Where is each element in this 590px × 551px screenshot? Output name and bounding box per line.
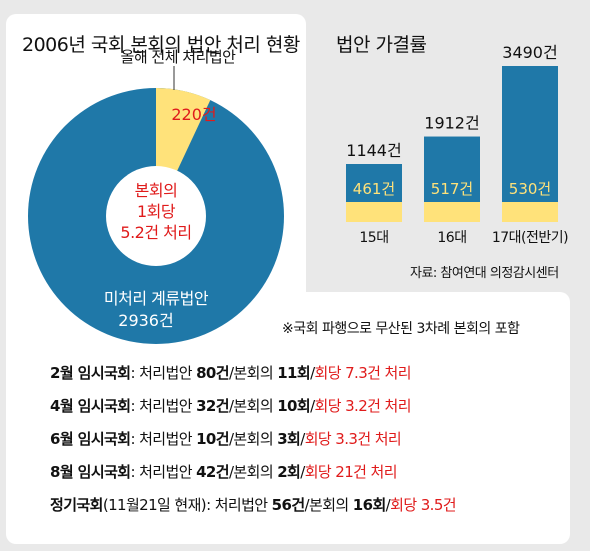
session-slash: / — [310, 364, 315, 382]
session-avg: 회당 3.3건 처리 — [304, 430, 402, 448]
pie-center-label-line: 5.2건 처리 — [120, 223, 191, 242]
session-avg: 회당 3.5건 — [390, 496, 456, 514]
session-bills: 80건 — [196, 364, 229, 382]
pie-center-circle — [106, 166, 206, 266]
session-bills-label: 처리법안 — [134, 364, 197, 382]
pie-processed-value: 220건 — [171, 105, 216, 124]
session-meetings: 2회 — [277, 463, 301, 481]
bar-passed-base — [502, 202, 558, 222]
session-meetings-label: 본회의 — [233, 430, 278, 448]
pie-unprocessed-value: 2936건 — [118, 311, 173, 330]
session-slash: / — [310, 397, 315, 415]
session-sub: (11월21일 현재) — [102, 496, 207, 514]
bar-category-label: 16대 — [437, 230, 466, 246]
bar-passed-base — [346, 202, 402, 222]
session-name: 정기국회 — [50, 496, 103, 514]
session-bills-label: 처리법안 — [134, 430, 197, 448]
session-bills: 56건 — [271, 496, 305, 514]
session-slash: / — [228, 430, 234, 448]
session-meetings-label: 본회의 — [233, 463, 278, 481]
pie-unprocessed-label: 미처리 계류법안 — [104, 289, 209, 308]
session-meetings-label: 본회의 — [309, 496, 353, 514]
bar-passed-base — [424, 202, 480, 222]
session-bills: 42건 — [196, 463, 229, 481]
session-meetings: 3회 — [277, 430, 301, 448]
session-colon: : — [206, 496, 211, 514]
bar-passed-label: 517건 — [431, 180, 473, 198]
session-colon: : — [130, 430, 135, 448]
bar-total-label: 1912건 — [424, 114, 479, 133]
source-note: 자료: 참여연대 의정감시센터 — [410, 266, 559, 281]
session-colon: : — [130, 463, 135, 481]
session-bills-label: 처리법안 — [134, 463, 197, 481]
bar-total — [346, 164, 402, 202]
session-meetings: 16회 — [352, 496, 386, 514]
bar-chart-title: 법안 가결률 — [336, 34, 427, 56]
bar-category-label: 17대(전반기) — [492, 230, 568, 246]
session-row: 6월 임시국회: 처리법안 10건/본회의 3회/회당 3.3건 처리 — [50, 428, 402, 449]
bar-category-label: 15대 — [359, 230, 388, 246]
session-meetings-label: 본회의 — [233, 397, 278, 415]
session-name: 6월 임시국회 — [50, 430, 131, 448]
pie-processed-label: 올해 전체 처리법안 — [121, 48, 237, 66]
bar-passed-label: 461건 — [353, 180, 395, 198]
session-avg: 회당 3.2건 처리 — [314, 397, 412, 415]
session-avg: 회당 21건 처리 — [304, 463, 398, 481]
session-row: 2월 임시국회: 처리법안 80건/본회의 11회/회당 7.3건 처리 — [50, 362, 412, 383]
session-row: 8월 임시국회: 처리법안 42건/본회의 2회/회당 21건 처리 — [50, 461, 398, 482]
pie-center-label-line: 본회의 — [135, 181, 178, 200]
session-slash: / — [385, 496, 391, 514]
pie-center-label-line: 1회당 — [137, 202, 176, 221]
session-bills: 32건 — [196, 397, 229, 415]
session-avg: 회당 7.3건 처리 — [314, 364, 412, 382]
session-name: 8월 임시국회 — [50, 463, 131, 481]
session-row: 4월 임시국회: 처리법안 32건/본회의 10회/회당 3.2건 처리 — [50, 395, 412, 416]
session-meetings: 10회 — [277, 397, 311, 415]
session-colon: : — [130, 397, 135, 415]
bar-total — [424, 136, 480, 202]
session-slash: / — [300, 430, 305, 448]
session-row: 정기국회(11월21일 현재): 처리법안 56건/본회의 16회/회당 3.5… — [50, 494, 457, 515]
footnote: ※국회 파행으로 무산된 3차례 본회의 포함 — [282, 321, 520, 337]
session-meetings: 11회 — [277, 364, 311, 382]
bar-total-label: 1144건 — [346, 141, 401, 160]
session-name: 4월 임시국회 — [50, 397, 131, 415]
session-colon: : — [130, 364, 135, 382]
session-slash: / — [228, 397, 234, 415]
session-name: 2월 임시국회 — [50, 364, 131, 382]
session-bills: 10건 — [196, 430, 229, 448]
session-slash: / — [228, 463, 234, 481]
session-slash: / — [304, 496, 310, 514]
sessions-panel — [6, 292, 570, 544]
bar-total-label: 3490건 — [502, 43, 557, 62]
session-meetings-label: 본회의 — [233, 364, 278, 382]
session-bills-label: 처리법안 — [134, 397, 197, 415]
pie-chart-title: 2006년 국회 본회의 법안 처리 현황 — [22, 34, 300, 56]
session-slash: / — [300, 463, 305, 481]
session-slash: / — [228, 364, 234, 382]
bar-chart: 1144건 461건 15대 1912건 517건 16대 3490건 530건 17대(전반기… — [346, 43, 569, 246]
bar-passed-label: 530건 — [509, 180, 551, 198]
bar-total — [502, 66, 558, 202]
session-bills-label: 처리법안 — [210, 496, 272, 514]
